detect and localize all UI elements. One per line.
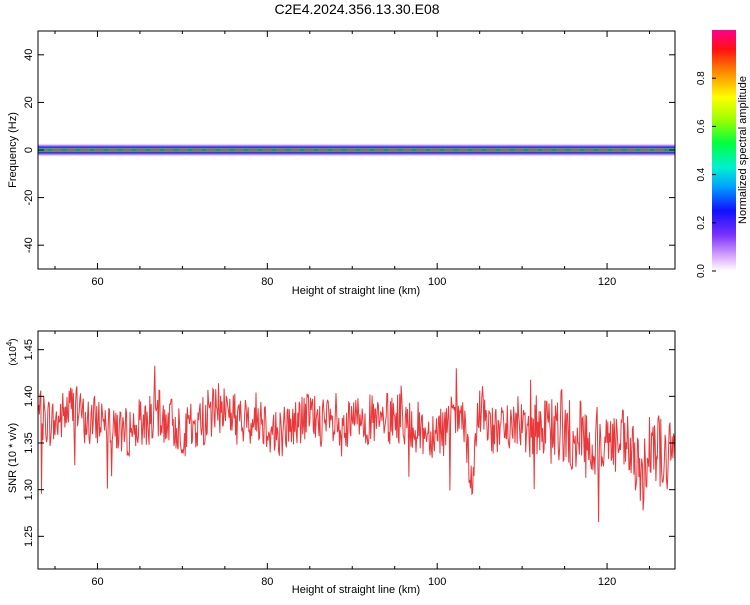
spectrogram-y-tick-label: 0 (23, 147, 35, 153)
snr-frame (37, 330, 676, 570)
colorbar-ticks: 0.0 0.2 0.4 0.6 0.8 (696, 71, 716, 278)
spectrogram-panel: 60 80 100 120 -40 -20 0 20 40 Height of straight… (7, 30, 676, 297)
snr-y-tick-label: 1.35 (23, 432, 35, 453)
colorbar: 0.0 0.2 0.4 0.6 0.8 Normalized spectral ampl… (696, 30, 749, 278)
snr-series-line (38, 365, 675, 523)
colorbar-tick-label: 0.4 (696, 167, 707, 181)
spectrogram-x-tick-label: 60 (91, 276, 103, 288)
snr-x-tick-label: 80 (261, 576, 273, 588)
snr-x-tick-label: 120 (598, 576, 616, 588)
colorbar-label: Normalized spectral amplitude (737, 76, 749, 224)
spectrogram-x-tick-label: 80 (261, 276, 273, 288)
snr-panel: 60 80 100 120 1.25 1.30 1.35 1.40 1.45 Height of… (5, 330, 676, 596)
colorbar-tick-label: 0.0 (696, 264, 707, 278)
snr-x-tick-label: 100 (428, 576, 446, 588)
spectrogram-x-axis-label: Height of straight line (km) (292, 285, 420, 297)
spectrogram-y-axis-label: Frequency (Hz) (7, 112, 19, 188)
colorbar-gradient (712, 30, 736, 271)
snr-series-group (38, 365, 675, 523)
colorbar-tick-label: 0.2 (696, 215, 707, 229)
colorbar-tick-label: 0.6 (696, 119, 707, 133)
snr-y-tick-label: 1.30 (23, 479, 35, 500)
spectrogram-x-tick-label: 120 (598, 276, 616, 288)
spectrogram-y-tick-label: 40 (23, 49, 35, 61)
snr-y-tick-label: 1.45 (23, 339, 35, 360)
snr-x-tick-label: 60 (91, 576, 103, 588)
snr-y-tick-label: 1.25 (23, 526, 35, 547)
spectrogram-y-tick-label: 20 (23, 96, 35, 108)
snr-y-multiplier: (x104) (5, 338, 19, 365)
snr-x-axis-label: Height of straight line (km) (292, 584, 420, 596)
figure-title: C2E4.2024.356.13.30.E08 (274, 1, 439, 17)
spectrogram-y-tick-label: -40 (23, 237, 35, 253)
spectrogram-x-tick-label: 100 (428, 276, 446, 288)
spectrogram-y-tick-label: -20 (23, 190, 35, 206)
snr-ticks: 60 80 100 120 1.25 1.30 1.35 1.40 1.45 (23, 331, 675, 588)
spectrogram-ticks: 60 80 100 120 -40 -20 0 20 40 (23, 31, 675, 288)
colorbar-tick-label: 0.8 (696, 71, 707, 85)
spectrogram-band (38, 143, 675, 157)
snr-y-tick-label: 1.40 (23, 386, 35, 407)
snr-y-axis-label: SNR (10 * v/v) (7, 423, 19, 493)
